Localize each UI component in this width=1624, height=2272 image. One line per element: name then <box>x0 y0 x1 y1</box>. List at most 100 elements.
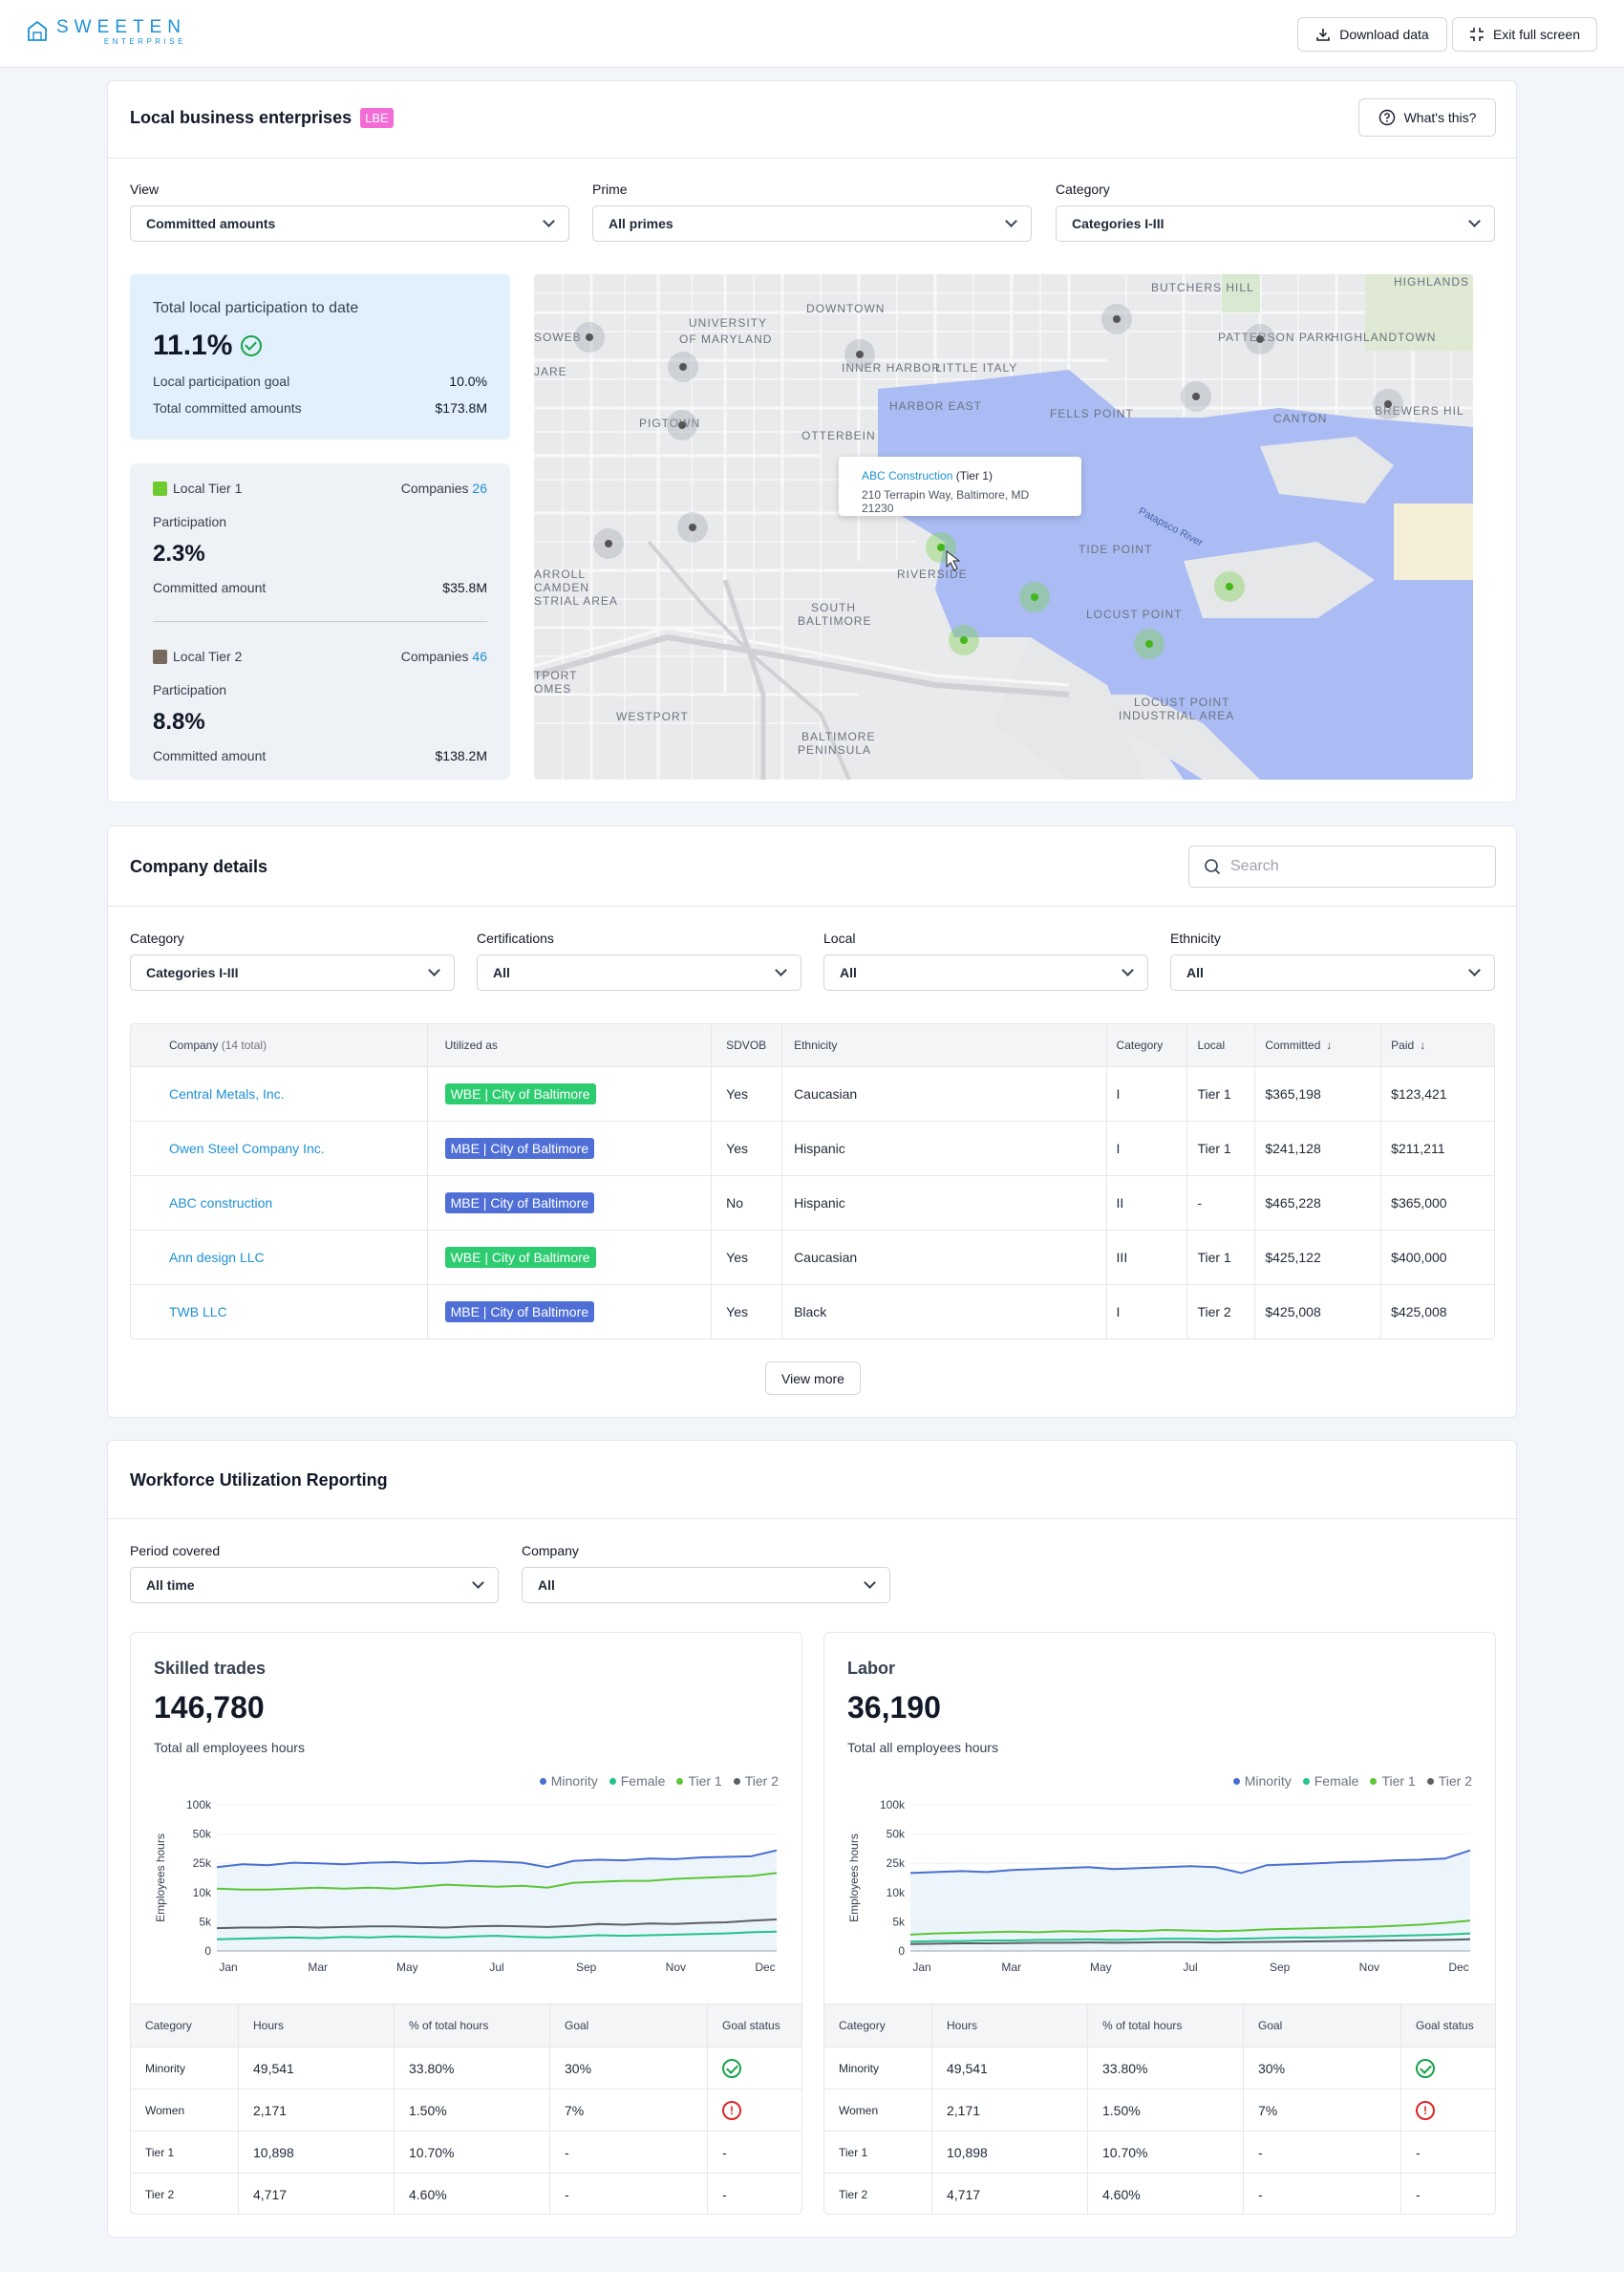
col-sdvob[interactable]: SDVOB <box>711 1024 781 1066</box>
table-row[interactable]: Ann design LLC WBE | City of Baltimore Yes… <box>131 1230 1494 1284</box>
total-committed-value: $173.8M <box>435 400 487 416</box>
view-more-button[interactable]: View more <box>765 1361 861 1395</box>
company-link[interactable]: Owen Steel Company Inc. <box>169 1141 325 1156</box>
hours-cell: 10,898 <box>931 2132 1087 2173</box>
total-participation-value-wrap: 11.1% <box>153 330 263 362</box>
lbe-card-header: Local business enterprises LBE What's th… <box>108 81 1516 159</box>
tier2-participation-value: 8.8% <box>153 709 205 735</box>
map-canvas: HIGHLANDS BUTCHERS HILL DOWNTOWN UNIVERS… <box>534 274 1473 780</box>
tier2-participation-label: Participation <box>153 682 227 697</box>
sdvob-cell: Yes <box>711 1122 781 1175</box>
series-line-tier-2[interactable] <box>216 1918 778 1930</box>
cd-certifications-select[interactable]: All <box>477 954 801 991</box>
utilized-cell: WBE | City of Baltimore <box>426 1231 712 1284</box>
series-line-minority[interactable] <box>216 1849 778 1869</box>
svg-text:BUTCHERS HILL: BUTCHERS HILL <box>1151 281 1254 294</box>
col-local[interactable]: Local <box>1186 1024 1254 1066</box>
legend-label: Minority <box>1244 1773 1292 1789</box>
wf-company-value: All <box>538 1577 555 1593</box>
x-tick-label: Sep <box>576 1961 597 1974</box>
lbe-badge: LBE <box>360 108 394 128</box>
company-link[interactable]: Ann design LLC <box>169 1250 265 1265</box>
certification-tag: WBE | City of Baltimore <box>444 1083 596 1104</box>
y-tick-label: 0 <box>898 1944 905 1958</box>
company-link[interactable]: TWB LLC <box>169 1304 227 1319</box>
hours-col-header: % of total hours <box>1087 2004 1243 2047</box>
map-markers[interactable] <box>574 304 1403 659</box>
series-line-tier-2[interactable] <box>909 1938 1471 1945</box>
sweeten-logo[interactable]: SWEETEN ENTERPRISE <box>26 18 186 46</box>
company-link[interactable]: ABC construction <box>169 1195 273 1211</box>
legend-item[interactable]: Minority <box>539 1773 598 1789</box>
series-line-female[interactable] <box>909 1932 1471 1943</box>
tooltip-title: ABC Construction (Tier 1) <box>862 469 1058 482</box>
col-company[interactable]: Company (14 total) <box>131 1024 427 1066</box>
x-tick-label: Mar <box>1001 1961 1021 1974</box>
workforce-title: Workforce Utilization Reporting <box>130 1470 388 1490</box>
logo-subtext: ENTERPRISE <box>103 37 186 46</box>
category-cell: III <box>1105 1231 1187 1284</box>
col-ethnicity[interactable]: Ethnicity <box>781 1024 1105 1066</box>
legend-item[interactable]: Minority <box>1232 1773 1292 1789</box>
whats-this-label: What's this? <box>1403 110 1477 125</box>
map-view[interactable]: HIGHLANDS BUTCHERS HILL DOWNTOWN UNIVERS… <box>534 274 1473 780</box>
company-link[interactable]: Central Metals, Inc. <box>169 1086 285 1102</box>
period-select[interactable]: All time <box>130 1567 499 1603</box>
legend-dot <box>1370 1777 1378 1785</box>
view-select[interactable]: Committed amounts <box>130 205 569 242</box>
series-line-tier-1[interactable] <box>216 1872 778 1891</box>
tooltip-company[interactable]: ABC Construction <box>862 469 953 482</box>
goal-label: Local participation goal <box>153 374 290 389</box>
wf-company-select[interactable]: All <box>522 1567 890 1603</box>
legend-label: Tier 2 <box>1438 1773 1472 1789</box>
table-row[interactable]: Owen Steel Company Inc. MBE | City of Bal… <box>131 1121 1494 1175</box>
download-data-button[interactable]: Download data <box>1297 17 1447 52</box>
company-table: Company (14 total) Utilized as SDVOB Eth… <box>130 1023 1495 1340</box>
sort-down-icon: ↓ <box>1326 1039 1333 1052</box>
goal-status-text: - <box>1416 2144 1421 2160</box>
exit-full-screen-button[interactable]: Exit full screen <box>1452 17 1597 52</box>
pct-cell: 1.50% <box>1087 2090 1243 2131</box>
legend-item[interactable]: Tier 2 <box>1426 1773 1472 1789</box>
tier2-companies-count[interactable]: 46 <box>472 649 487 664</box>
cd-category-select[interactable]: Categories I-III <box>130 954 455 991</box>
legend-item[interactable]: Female <box>609 1773 665 1789</box>
category-select[interactable]: Categories I-III <box>1056 205 1495 242</box>
legend-item[interactable]: Female <box>1302 1773 1358 1789</box>
col-committed[interactable]: Committed ↓ <box>1254 1024 1380 1066</box>
table-row[interactable]: Central Metals, Inc. WBE | City of Baltim… <box>131 1066 1494 1121</box>
chevron-down-icon <box>864 1576 876 1589</box>
company-details-card: Company details Search Category Categori… <box>107 825 1517 1418</box>
col-category[interactable]: Category <box>1105 1024 1187 1066</box>
chevron-down-icon <box>1005 215 1017 227</box>
whats-this-button[interactable]: What's this? <box>1358 98 1496 137</box>
series-line-female[interactable] <box>216 1930 778 1940</box>
cd-certifications-label: Certifications <box>477 931 554 946</box>
series-line-tier-1[interactable] <box>909 1919 1471 1936</box>
prime-select[interactable]: All primes <box>592 205 1032 242</box>
table-row[interactable]: ABC construction MBE | City of Baltimore N… <box>131 1175 1494 1230</box>
legend-item[interactable]: Tier 2 <box>733 1773 779 1789</box>
chevron-down-icon <box>472 1576 484 1589</box>
pct-cell: 10.70% <box>394 2132 549 2173</box>
legend-item[interactable]: Tier 1 <box>676 1773 722 1789</box>
tier1-companies-count[interactable]: 26 <box>472 481 487 496</box>
hours-line-chart: 100k 50k 25k 10k 5k 0 Employees hours Jan Mar May… <box>154 1798 778 1974</box>
svg-text:HARBOR EAST: HARBOR EAST <box>889 399 982 413</box>
download-data-label: Download data <box>1339 27 1429 42</box>
legend-item[interactable]: Tier 1 <box>1370 1773 1416 1789</box>
search-icon <box>1205 859 1221 875</box>
table-row[interactable]: TWB LLC MBE | City of Baltimore Yes Black I T… <box>131 1284 1494 1339</box>
col-committed-label: Committed <box>1265 1039 1321 1052</box>
cd-ethnicity-select[interactable]: All <box>1170 954 1495 991</box>
cd-ethnicity-value: All <box>1186 965 1204 980</box>
company-search-input[interactable]: Search <box>1188 846 1496 888</box>
series-line-minority[interactable] <box>909 1849 1471 1875</box>
col-paid[interactable]: Paid ↓ <box>1380 1024 1494 1066</box>
cd-local-select[interactable]: All <box>823 954 1148 991</box>
paid-cell: $123,421 <box>1380 1067 1494 1121</box>
paid-cell: $425,008 <box>1380 1285 1494 1339</box>
paid-cell: $400,000 <box>1380 1231 1494 1284</box>
hours-category-cell: Women <box>145 2103 185 2117</box>
col-utilized[interactable]: Utilized as <box>426 1024 712 1066</box>
